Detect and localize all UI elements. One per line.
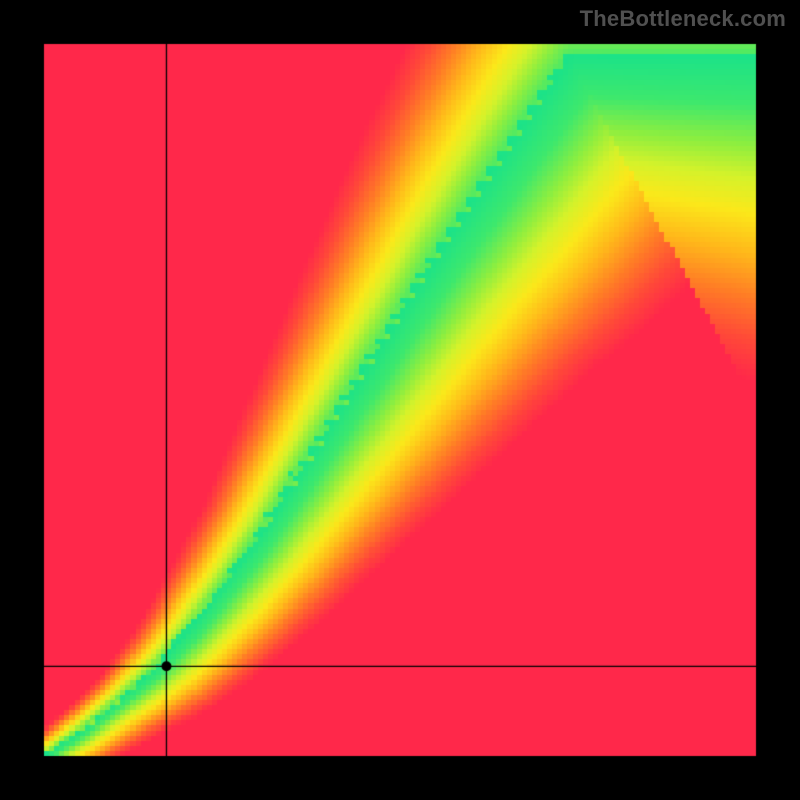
watermark-label: TheBottleneck.com <box>580 6 786 32</box>
bottleneck-heatmap <box>0 0 800 800</box>
chart-container: TheBottleneck.com <box>0 0 800 800</box>
